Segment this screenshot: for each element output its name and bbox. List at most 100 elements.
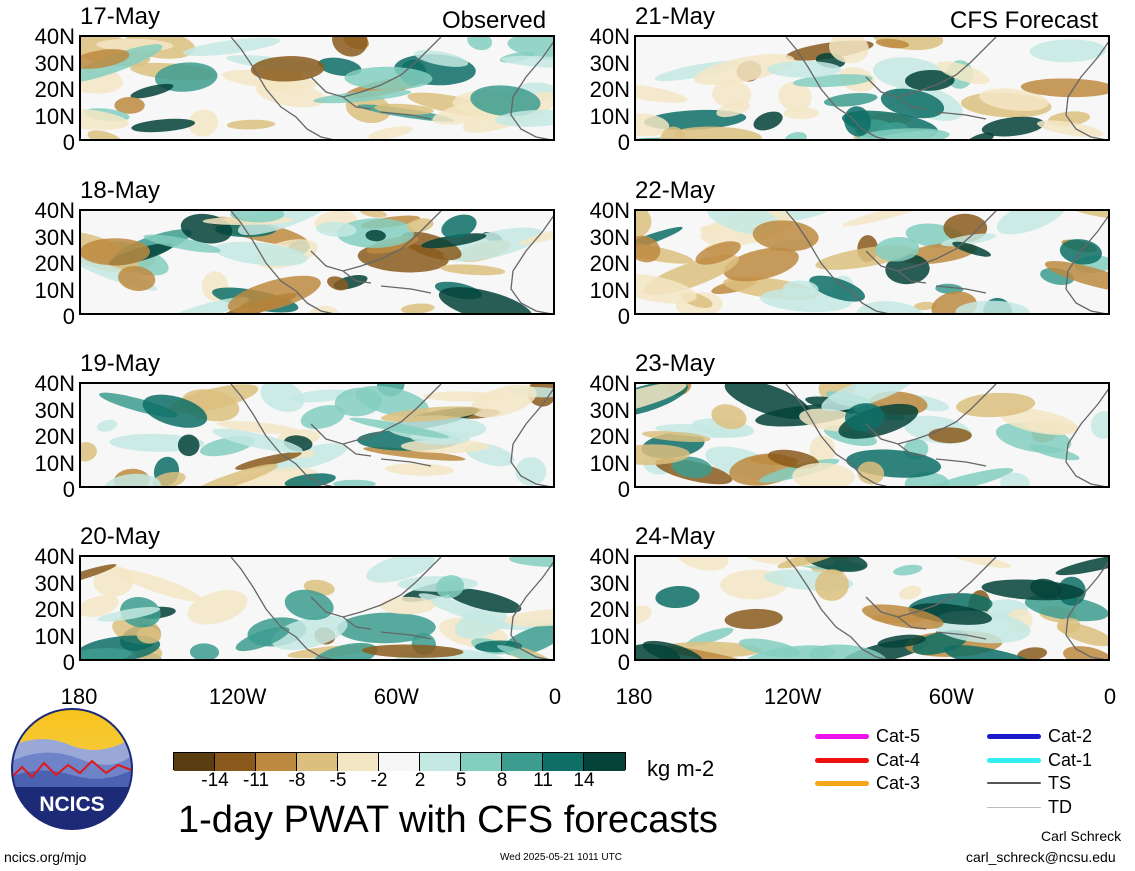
colorbar-swatch xyxy=(420,753,461,771)
y-axis-label: 20N xyxy=(34,251,75,276)
pwat-map-panel xyxy=(634,382,1110,488)
y-axis-label: 40N xyxy=(589,198,630,223)
y-axis-label: 20N xyxy=(589,251,630,276)
colorbar xyxy=(173,752,626,771)
colorbar-tick-label: 11 xyxy=(533,770,553,791)
colorbar-swatch xyxy=(502,753,543,771)
y-axis-label: 30N xyxy=(589,570,630,596)
y-axis-label: 40N xyxy=(589,371,630,396)
x-axis-label: 180 xyxy=(615,684,653,709)
y-axis-label: 10N xyxy=(589,450,630,476)
x-axis-label: 120W xyxy=(763,684,822,709)
legend-label: TS xyxy=(1048,773,1072,793)
y-axis-label: 30N xyxy=(34,570,75,596)
y-axis-label: 40N xyxy=(34,24,75,49)
y-axis-label: 30N xyxy=(34,224,75,250)
panel-date-label: 19-May xyxy=(80,350,161,377)
y-axis-label: 20N xyxy=(34,77,75,102)
y-axis-label: 10N xyxy=(589,277,630,303)
colorbar-swatch xyxy=(584,753,625,771)
colorbar-swatch xyxy=(338,753,379,771)
x-axis-label: 120W xyxy=(208,684,267,709)
legend-label: Cat-2 xyxy=(1048,726,1093,746)
y-axis-label: 0 xyxy=(62,650,75,675)
colorbar-swatch xyxy=(297,753,338,771)
panel-date-label: 21-May xyxy=(635,3,716,30)
y-axis-label: 20N xyxy=(34,424,75,449)
legend-swatch xyxy=(815,781,869,786)
y-axis-label: 40N xyxy=(34,198,75,223)
logo-text: NCICS xyxy=(39,793,104,816)
panel-date-label: 24-May xyxy=(635,523,716,550)
legend-swatch xyxy=(987,807,1041,808)
ncics-logo: NCICS xyxy=(10,707,134,831)
colorbar-swatch xyxy=(379,753,420,771)
colorbar-swatch xyxy=(174,753,215,771)
x-axis-label: 60W xyxy=(373,684,419,709)
colorbar-tick-label: 8 xyxy=(496,770,508,791)
panel-date-label: 20-May xyxy=(80,523,161,550)
y-axis-label: 10N xyxy=(34,103,75,129)
y-axis-label: 30N xyxy=(589,50,630,76)
x-axis-label: 180 xyxy=(60,684,98,709)
colorbar-tick-label: -2 xyxy=(370,770,388,791)
colorbar-swatch xyxy=(461,753,502,771)
colorbar-tick-label: -14 xyxy=(201,770,229,791)
x-axis-label: 0 xyxy=(1103,684,1117,709)
pwat-map-panel xyxy=(634,555,1110,661)
colorbar-tick-label: -8 xyxy=(288,770,306,791)
timestamp: Wed 2025-05-21 1011 UTC xyxy=(500,852,622,863)
colorbar-tick-label: 2 xyxy=(414,770,426,791)
colorbar-swatch xyxy=(543,753,584,771)
pwat-map-panel xyxy=(634,209,1110,315)
y-axis-label: 30N xyxy=(34,50,75,76)
legend-label: Cat-5 xyxy=(876,726,921,746)
legend-label: Cat-1 xyxy=(1048,750,1093,770)
y-axis-label: 40N xyxy=(34,544,75,569)
y-axis-label: 0 xyxy=(62,477,75,502)
y-axis-label: 20N xyxy=(34,597,75,622)
observed-label: Observed xyxy=(442,7,547,34)
legend-swatch xyxy=(987,782,1041,784)
colorbar-tick-label: 14 xyxy=(573,770,595,791)
y-axis-label: 30N xyxy=(589,397,630,423)
y-axis-label: 0 xyxy=(617,477,630,502)
y-axis-label: 0 xyxy=(617,650,630,675)
y-axis-label: 0 xyxy=(62,130,75,155)
y-axis-label: 0 xyxy=(62,304,75,329)
forecast-label: CFS Forecast xyxy=(950,7,1099,34)
y-axis-label: 10N xyxy=(34,277,75,303)
legend-label: Cat-4 xyxy=(876,750,921,770)
pwat-map-panel xyxy=(79,35,555,141)
x-axis-label: 0 xyxy=(548,684,562,709)
y-axis-label: 30N xyxy=(589,224,630,250)
website-link[interactable]: ncics.org/mjo xyxy=(4,849,87,865)
legend-swatch xyxy=(815,758,869,763)
panel-date-label: 23-May xyxy=(635,350,716,377)
colorbar-swatch xyxy=(215,753,256,771)
panel-date-label: 18-May xyxy=(80,177,161,204)
colorbar-tick-label: 5 xyxy=(455,770,467,791)
y-axis-label: 30N xyxy=(34,397,75,423)
y-axis-label: 10N xyxy=(34,623,75,649)
legend-label: Cat-3 xyxy=(876,773,921,793)
colorbar-tick-label: -5 xyxy=(329,770,347,791)
panel-date-label: 22-May xyxy=(635,177,716,204)
author-name: Carl Schreck xyxy=(1041,828,1122,844)
author-email[interactable]: carl_schreck@ncsu.edu xyxy=(966,849,1116,865)
colorbar-swatch xyxy=(256,753,297,771)
pwat-map-panel xyxy=(79,555,555,661)
plot-title: 1-day PWAT with CFS forecasts xyxy=(178,799,718,841)
x-axis-label: 60W xyxy=(928,684,974,709)
legend-swatch xyxy=(987,758,1041,763)
pwat-map-panel xyxy=(79,209,555,315)
y-axis-label: 10N xyxy=(589,103,630,129)
y-axis-label: 0 xyxy=(617,304,630,329)
legend-swatch xyxy=(815,734,869,739)
y-axis-label: 40N xyxy=(589,24,630,49)
y-axis-label: 40N xyxy=(589,544,630,569)
y-axis-label: 10N xyxy=(34,450,75,476)
pwat-map-panel xyxy=(634,35,1110,141)
y-axis-label: 10N xyxy=(589,623,630,649)
y-axis-label: 40N xyxy=(34,371,75,396)
